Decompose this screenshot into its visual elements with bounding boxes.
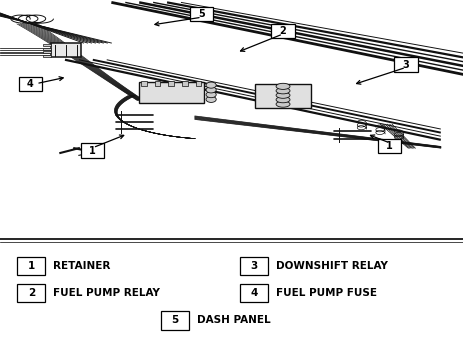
Text: 1: 1: [386, 141, 392, 151]
FancyBboxPatch shape: [190, 7, 213, 21]
Bar: [255, 84, 310, 107]
FancyBboxPatch shape: [17, 257, 45, 275]
Ellipse shape: [275, 83, 289, 89]
Text: 2: 2: [28, 288, 35, 298]
Bar: [141, 81, 146, 86]
FancyBboxPatch shape: [17, 284, 45, 302]
FancyBboxPatch shape: [271, 24, 294, 38]
Text: RETAINER: RETAINER: [53, 261, 111, 271]
Ellipse shape: [206, 82, 216, 88]
Bar: [43, 51, 51, 53]
FancyBboxPatch shape: [239, 284, 268, 302]
FancyBboxPatch shape: [377, 139, 400, 153]
Ellipse shape: [275, 92, 289, 98]
FancyBboxPatch shape: [239, 257, 268, 275]
Text: FUEL PUMP RELAY: FUEL PUMP RELAY: [53, 288, 160, 298]
Bar: [51, 43, 81, 57]
Text: 3: 3: [250, 261, 257, 271]
Text: DOWNSHIFT RELAY: DOWNSHIFT RELAY: [275, 261, 387, 271]
FancyBboxPatch shape: [394, 57, 417, 72]
Text: DASH PANEL: DASH PANEL: [197, 315, 270, 325]
Ellipse shape: [275, 97, 289, 103]
Bar: [168, 81, 174, 86]
Text: 1: 1: [89, 145, 96, 156]
FancyBboxPatch shape: [81, 143, 104, 158]
Bar: [181, 81, 187, 86]
Bar: [195, 81, 201, 86]
Bar: [155, 81, 160, 86]
Text: 5: 5: [198, 9, 205, 19]
Text: 4: 4: [27, 79, 33, 88]
FancyBboxPatch shape: [161, 311, 189, 330]
Text: 3: 3: [402, 60, 408, 69]
Text: 4: 4: [250, 288, 257, 298]
Text: 1: 1: [28, 261, 35, 271]
Ellipse shape: [206, 96, 216, 102]
Ellipse shape: [206, 87, 216, 93]
FancyBboxPatch shape: [19, 77, 42, 91]
Bar: [43, 44, 51, 46]
Ellipse shape: [206, 92, 216, 98]
Text: FUEL PUMP FUSE: FUEL PUMP FUSE: [275, 288, 376, 298]
Bar: [43, 48, 51, 50]
Text: 2: 2: [279, 26, 286, 36]
Ellipse shape: [275, 101, 289, 107]
Ellipse shape: [275, 88, 289, 94]
Bar: [43, 55, 51, 57]
Bar: [139, 82, 204, 103]
Text: 5: 5: [171, 315, 178, 325]
